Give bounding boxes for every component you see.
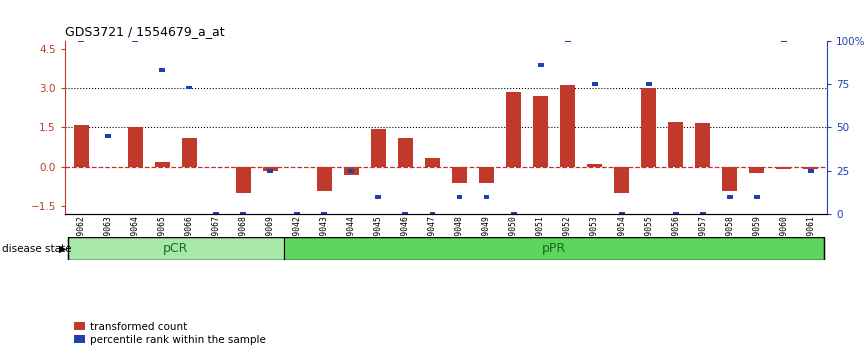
Bar bbox=[700, 212, 706, 216]
Bar bbox=[804, 167, 818, 170]
Bar bbox=[722, 167, 737, 190]
Bar bbox=[479, 167, 494, 183]
Bar bbox=[669, 122, 683, 167]
Text: GDS3721 / 1554679_a_at: GDS3721 / 1554679_a_at bbox=[65, 25, 224, 38]
Bar bbox=[727, 195, 733, 199]
Bar bbox=[105, 135, 111, 138]
Bar bbox=[781, 39, 787, 42]
Bar bbox=[749, 167, 764, 173]
Bar bbox=[483, 195, 489, 199]
Bar bbox=[538, 63, 544, 67]
Bar bbox=[618, 212, 624, 216]
Bar bbox=[284, 237, 824, 260]
Bar bbox=[398, 138, 413, 167]
Text: ▶: ▶ bbox=[59, 244, 67, 253]
Bar bbox=[68, 237, 284, 260]
Bar bbox=[695, 124, 710, 167]
Text: pCR: pCR bbox=[163, 242, 189, 255]
Bar bbox=[456, 195, 462, 199]
Bar bbox=[533, 96, 548, 167]
Bar bbox=[506, 92, 521, 167]
Bar bbox=[348, 169, 354, 172]
Bar bbox=[268, 169, 274, 172]
Bar bbox=[591, 82, 598, 86]
Bar bbox=[159, 68, 165, 72]
Bar bbox=[132, 39, 139, 42]
Bar bbox=[182, 138, 197, 167]
Bar bbox=[641, 88, 656, 167]
Bar bbox=[74, 125, 88, 167]
Bar bbox=[236, 167, 251, 193]
Bar bbox=[646, 82, 651, 86]
Bar bbox=[213, 212, 219, 216]
Bar bbox=[565, 39, 571, 42]
Bar bbox=[753, 195, 759, 199]
Bar bbox=[808, 169, 814, 172]
Bar bbox=[371, 129, 386, 167]
Bar bbox=[511, 212, 516, 216]
Bar bbox=[376, 195, 381, 199]
Bar bbox=[430, 212, 436, 216]
Bar bbox=[452, 167, 467, 183]
Bar bbox=[425, 158, 440, 167]
Legend: transformed count, percentile rank within the sample: transformed count, percentile rank withi… bbox=[70, 317, 270, 349]
Bar bbox=[344, 167, 359, 175]
Bar bbox=[614, 167, 629, 193]
Bar bbox=[241, 212, 246, 216]
Bar bbox=[673, 212, 679, 216]
Bar bbox=[776, 167, 792, 170]
Bar bbox=[403, 212, 409, 216]
Bar bbox=[78, 39, 84, 42]
Bar bbox=[155, 162, 170, 167]
Bar bbox=[317, 167, 332, 190]
Bar bbox=[263, 167, 278, 171]
Bar bbox=[128, 127, 143, 167]
Bar bbox=[321, 212, 327, 216]
Bar bbox=[186, 86, 192, 89]
Bar bbox=[294, 212, 301, 216]
Text: pPR: pPR bbox=[542, 242, 566, 255]
Text: disease state: disease state bbox=[2, 244, 71, 253]
Bar bbox=[587, 164, 602, 167]
Bar bbox=[560, 85, 575, 167]
